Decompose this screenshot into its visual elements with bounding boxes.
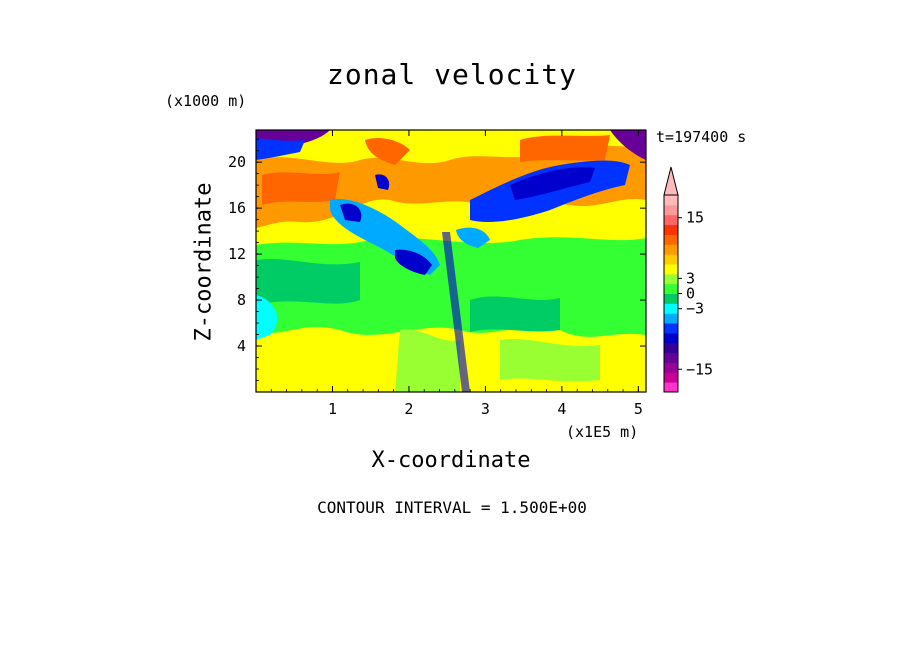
x-tick-label: 3: [481, 400, 490, 418]
colorbar: 15 30−3 −15: [663, 166, 713, 393]
colorbar-tick-label: −15: [686, 360, 713, 378]
colorbar-arrow: [663, 166, 679, 196]
y-tick-label: 16: [228, 199, 246, 217]
region-lightgreen-2: [500, 338, 600, 382]
x-tick-label: 2: [404, 400, 413, 418]
colorbar-swatch: [664, 293, 678, 304]
region-cyan-left: [256, 295, 278, 340]
y-tick-label: 12: [228, 245, 246, 263]
y-axis-unit: (x1000 m): [165, 92, 247, 110]
colorbar-swatch: [664, 382, 678, 393]
y-tick-label: 20: [228, 153, 246, 171]
y-tick-label: 4: [237, 337, 246, 355]
x-tick-label: 4: [557, 400, 566, 418]
x-axis: 1 2 3 4 5: [270, 130, 643, 418]
colorbar-swatch: [664, 254, 678, 265]
colorbar-swatch: [664, 313, 678, 324]
colorbar-swatch: [664, 263, 678, 275]
region-lightgreen-1: [395, 329, 460, 392]
region-blue-core-2: [510, 167, 595, 200]
x-axis-label: X-coordinate: [371, 448, 531, 473]
colorbar-tick-label: 15: [686, 209, 704, 227]
colorbar-swatch: [664, 342, 678, 354]
region-blue-core-1: [395, 249, 432, 275]
colorbar-swatch: [664, 244, 678, 255]
region-top-purple-right: [610, 130, 646, 160]
y-axis: 4 8 12 16 20: [228, 138, 646, 381]
region-top-blue: [256, 138, 305, 160]
shear-line: [442, 232, 470, 392]
colorbar-swatch: [664, 195, 678, 206]
contour-interval-label: CONTOUR INTERVAL = 1.500E+00: [317, 498, 587, 517]
colorbar-swatch: [664, 362, 678, 373]
x-tick-label: 1: [328, 400, 337, 418]
region-green-dark-2: [470, 296, 560, 332]
colorbar-swatch: [664, 283, 678, 294]
colorbar-swatch: [664, 372, 678, 383]
colorbar-swatch: [664, 352, 678, 363]
x-axis-unit: (x1E5 m): [566, 423, 639, 441]
contour-field: [256, 130, 646, 392]
colorbar-swatch: [664, 204, 678, 216]
colorbar-swatch: [664, 323, 678, 334]
region-orange-dark-3: [365, 138, 410, 165]
region-blue-core-3: [340, 203, 362, 222]
colorbar-swatch: [664, 214, 678, 226]
colorbar-swatch: [664, 273, 678, 285]
colorbar-swatch: [664, 332, 678, 344]
plot-frame: [255, 129, 647, 393]
y-tick-label: 8: [237, 291, 246, 309]
region-green-dark: [256, 258, 360, 305]
region-orange-dark: [262, 172, 340, 205]
colorbar-tick-label: −3: [686, 300, 704, 318]
chart-title: zonal velocity: [326, 58, 577, 91]
region-blue-core-4: [375, 174, 390, 190]
colorbar-swatch: [664, 303, 678, 314]
colorbar-swatch: [664, 224, 678, 235]
colorbar-swatch: [664, 234, 678, 245]
x-tick-label: 5: [634, 400, 643, 418]
colorbar-tick-label: 3: [686, 269, 695, 287]
region-orange-dark-2: [520, 135, 610, 162]
region-cyan-mid: [456, 227, 490, 248]
colorbar-tick-label: 0: [686, 285, 695, 303]
time-label: t=197400 s: [656, 128, 747, 146]
